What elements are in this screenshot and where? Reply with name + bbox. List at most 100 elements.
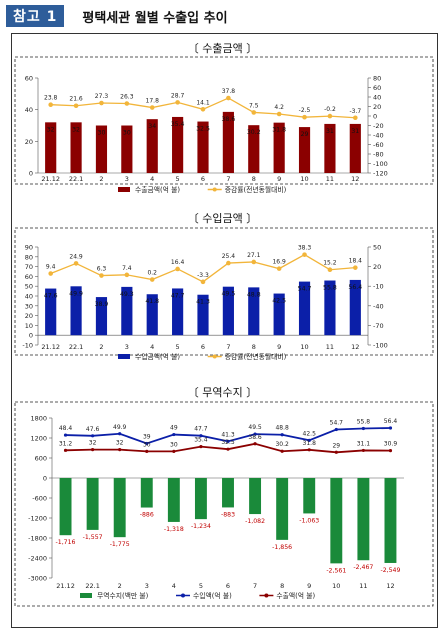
bar bbox=[276, 478, 289, 540]
x-tick-label: 10 bbox=[300, 175, 308, 183]
line-data-label: 31.8 bbox=[303, 440, 317, 447]
bar bbox=[140, 478, 153, 508]
bar bbox=[121, 286, 133, 336]
y2-tick-label: 20 bbox=[373, 263, 381, 271]
bar bbox=[121, 125, 133, 173]
x-tick-label: 2 bbox=[118, 582, 122, 590]
x-tick-label: 8 bbox=[280, 582, 284, 590]
series-point bbox=[200, 279, 206, 285]
x-tick-label: 2 bbox=[99, 175, 103, 183]
line-data-label: -3.3 bbox=[197, 272, 209, 279]
page-title: 평택세관 월별 수출입 추이 bbox=[82, 10, 228, 26]
series-point bbox=[226, 260, 231, 266]
line-data-label: 9.4 bbox=[46, 264, 56, 271]
legend-swatch bbox=[264, 593, 269, 598]
series-point bbox=[334, 427, 338, 432]
series-point bbox=[199, 434, 203, 438]
series-point bbox=[327, 267, 333, 273]
y2-tick-label: 60 bbox=[373, 84, 381, 92]
bar bbox=[222, 111, 234, 173]
bar bbox=[324, 123, 336, 173]
x-tick-label: 9 bbox=[307, 582, 311, 590]
legend-label: 증감률(전년동월대비) bbox=[225, 185, 287, 194]
line-data-label: 31.2 bbox=[59, 440, 73, 447]
series-point bbox=[73, 103, 79, 109]
balance-chart-title: 〔 무역수지 〕 bbox=[187, 386, 258, 399]
y-tick-label: 60 bbox=[25, 75, 33, 83]
bar-data-label: -886 bbox=[140, 512, 154, 519]
x-tick-label: 21.12 bbox=[41, 175, 60, 183]
y-tick-label: -2400 bbox=[28, 555, 47, 563]
series-point bbox=[388, 449, 393, 453]
y-tick-label: 80 bbox=[25, 253, 33, 261]
chart-panel-border bbox=[14, 401, 434, 607]
line-data-label: 41.3 bbox=[221, 431, 235, 438]
y2-tick-label: 50 bbox=[373, 244, 381, 252]
bar-data-label: -1,082 bbox=[245, 518, 265, 525]
line-data-label: 30 bbox=[170, 441, 178, 448]
bar-data-label: -2,549 bbox=[380, 567, 400, 574]
x-tick-label: 3 bbox=[145, 582, 149, 590]
legend-label: 무역수지(백만 불) bbox=[97, 591, 149, 600]
series-point bbox=[226, 95, 231, 101]
y-tick-label: 90 bbox=[25, 244, 33, 252]
legend-swatch bbox=[212, 354, 217, 359]
bar-data-label: 47.7 bbox=[171, 292, 185, 299]
series-point bbox=[361, 426, 365, 431]
x-tick-label: 21.12 bbox=[41, 343, 60, 351]
x-tick-label: 10 bbox=[332, 582, 340, 590]
bar bbox=[273, 122, 285, 173]
series-point bbox=[388, 426, 393, 430]
bar bbox=[172, 288, 184, 336]
x-tick-label: 7 bbox=[226, 343, 230, 351]
legend-swatch bbox=[118, 187, 130, 192]
y-tick-label: -1200 bbox=[28, 515, 47, 523]
y2-tick-label: -40 bbox=[373, 302, 384, 310]
series-point bbox=[226, 447, 230, 451]
bar-data-label: 31 bbox=[326, 128, 334, 135]
reference-badge: 참고 1 bbox=[6, 5, 65, 27]
x-tick-label: 22.1 bbox=[69, 175, 83, 183]
x-tick-label: 22.1 bbox=[85, 582, 99, 590]
series-point bbox=[91, 434, 95, 438]
line-data-label: 38.6 bbox=[248, 434, 262, 441]
bar-data-label: -1,716 bbox=[56, 539, 76, 546]
y2-tick-label: -10 bbox=[373, 283, 384, 291]
bar bbox=[249, 478, 262, 515]
x-tick-label: 4 bbox=[150, 175, 154, 183]
legend-swatch bbox=[181, 593, 185, 598]
series-point bbox=[175, 100, 180, 105]
y2-tick-label: -70 bbox=[373, 322, 384, 330]
series-point bbox=[149, 105, 155, 110]
bar bbox=[298, 281, 311, 336]
y-tick-label: -1800 bbox=[28, 535, 47, 543]
series-point bbox=[307, 448, 311, 452]
x-tick-label: 5 bbox=[176, 343, 180, 351]
series-point bbox=[124, 272, 130, 278]
line-data-label: 39 bbox=[143, 433, 151, 440]
series-point bbox=[276, 266, 282, 271]
x-tick-label: 6 bbox=[201, 175, 205, 183]
line-data-label: 49.5 bbox=[248, 424, 262, 431]
series-point bbox=[353, 265, 358, 270]
x-tick-label: 12 bbox=[351, 175, 359, 183]
y-tick-label: -3000 bbox=[28, 575, 47, 583]
line-data-label: -0.2 bbox=[324, 106, 336, 113]
bar-data-label: -1,063 bbox=[299, 517, 319, 524]
series-point bbox=[276, 111, 282, 117]
bar-data-label: 34 bbox=[148, 123, 156, 130]
bar-data-label: -1,856 bbox=[272, 544, 292, 551]
bar bbox=[298, 127, 311, 173]
line-data-label: 31.1 bbox=[357, 440, 371, 447]
y-tick-label: -10 bbox=[22, 342, 33, 350]
bar bbox=[45, 288, 57, 336]
y-tick-label: 30 bbox=[25, 302, 33, 310]
x-tick-label: 9 bbox=[277, 343, 281, 351]
line-data-label: 38.3 bbox=[298, 245, 312, 252]
series-point bbox=[99, 100, 104, 106]
line-data-label: 56.4 bbox=[384, 418, 398, 425]
bar bbox=[45, 122, 57, 173]
x-tick-label: 8 bbox=[252, 175, 256, 183]
line-data-label: -3.7 bbox=[349, 108, 361, 115]
series-point bbox=[99, 273, 104, 278]
